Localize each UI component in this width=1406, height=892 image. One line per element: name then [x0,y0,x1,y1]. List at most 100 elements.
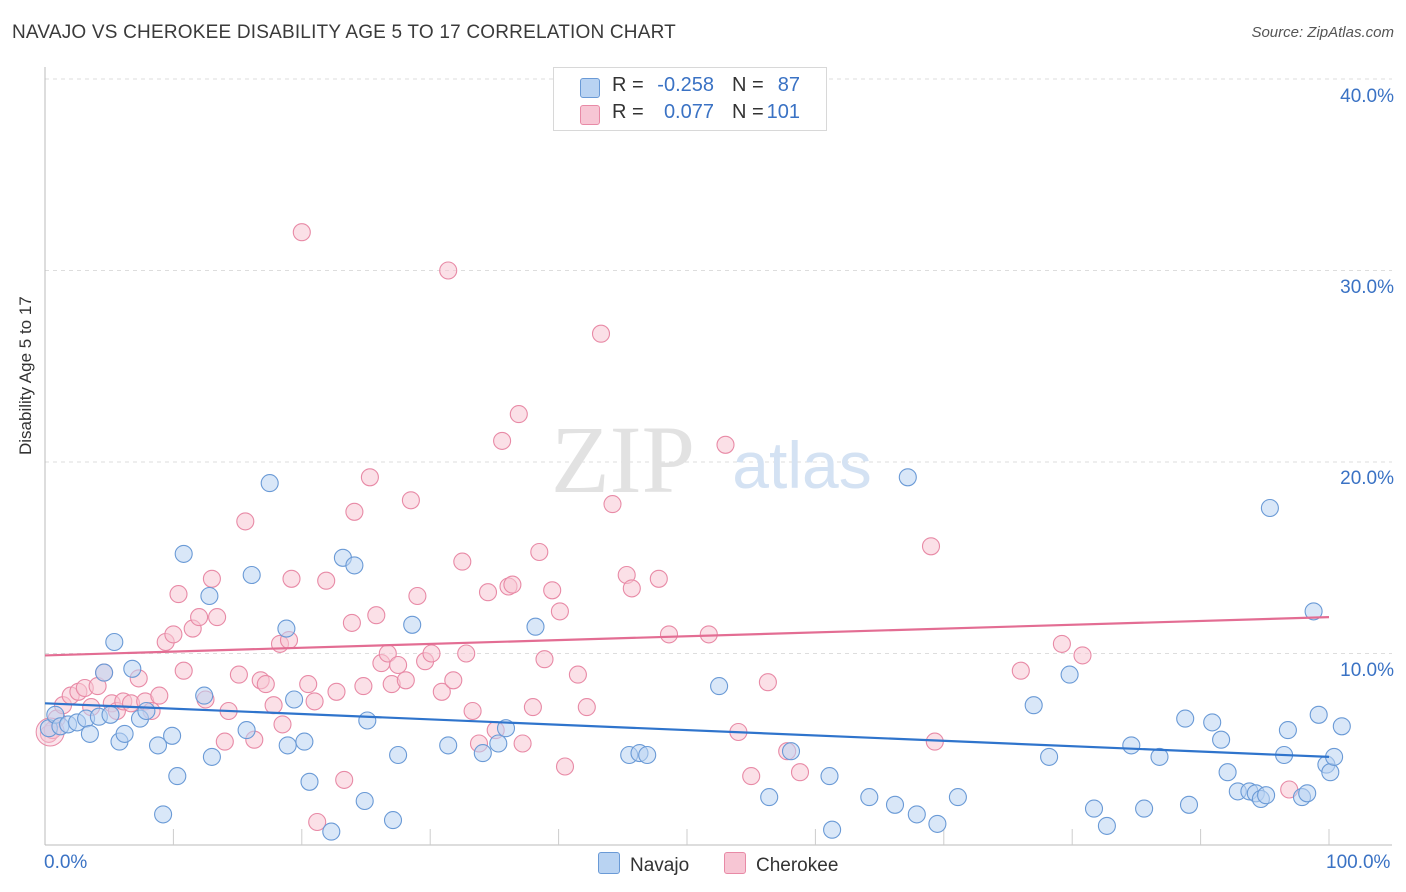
navajo-point [1024,696,1043,715]
navajo-point [389,745,408,765]
n-value: 87 [777,74,800,96]
watermark-atlas: atlas [732,428,871,502]
navajo-point [526,617,545,636]
cherokee-swatch [724,852,746,874]
navajo-point [295,732,314,751]
cherokee-point [215,732,234,751]
navajo-point [278,736,297,755]
navajo-point [174,544,193,563]
watermark-zip: ZIP [551,406,695,513]
n-label: N = [732,74,764,96]
cherokee-point [305,692,324,711]
cherokee-point [463,701,482,721]
cherokee-point [568,665,587,684]
navajo-points [39,468,1351,841]
watermark: ZIP atlas [551,406,872,513]
navajo-point [907,805,926,824]
cherokee-point [543,581,562,600]
cherokee-point [299,675,318,694]
cherokee-point [591,324,611,343]
cherokee-point [509,405,528,424]
r-value: 0.077 [663,101,714,123]
x-tick-label: 100.0% [1326,852,1391,873]
cherokee-point [535,650,554,669]
navajo-point [928,814,947,833]
navajo-point [1097,816,1116,835]
r-label: R = [612,74,644,96]
navajo-point [115,724,134,743]
navajo-point [885,795,905,814]
cherokee-point [790,763,810,782]
navajo-point [277,619,296,638]
navajo-point [1309,705,1328,724]
navajo-point [489,734,508,753]
cherokee-point [493,431,512,450]
navajo-point [820,767,839,786]
legend-row-navajo: R = -0.258 N = 87 [554,74,826,100]
cherokee-point [457,644,476,663]
cherokee-point [282,569,301,588]
cherokee-point [308,812,327,832]
cherokee-point [577,698,596,717]
cherokee-point [367,606,386,625]
cherokee-point [758,673,777,692]
cherokee-point [716,435,735,454]
legend-item-cherokee: Cherokee [724,852,838,877]
cherokee-point [327,682,346,701]
cherokee-swatch [580,105,600,125]
cherokee-point [354,677,373,696]
navajo-point [1084,799,1104,818]
navajo-point [105,632,124,652]
cherokee-point [444,671,463,690]
navajo-point [710,677,729,696]
cherokee-point [229,665,248,684]
cherokee-point [401,491,420,510]
cherokee-point [603,495,622,514]
cherokee-point [396,671,415,690]
navajo-point [237,721,256,740]
navajo-point [1304,602,1323,621]
y-tick-label: 40.0% [1340,86,1394,107]
r-value: -0.258 [657,74,714,96]
navajo-point [80,724,99,743]
cherokee-point [439,261,458,280]
cherokee-point [264,696,283,715]
navajo-point [1135,799,1154,818]
legend-label-cherokee: Cherokee [756,855,839,876]
cherokee-point [202,569,221,588]
chart-title: NAVAJO VS CHEROKEE DISABILITY AGE 5 TO 1… [12,22,676,43]
navajo-point [202,747,221,766]
cherokee-point [169,585,188,604]
navajo-point [1212,730,1231,749]
navajo-point [101,705,120,724]
navajo-point [137,701,156,721]
n-label: N = [732,101,764,123]
navajo-point [95,663,114,682]
cherokee-point [422,644,441,663]
cherokee-point [335,770,354,789]
navajo-point [1179,795,1199,814]
cherokee-point [432,682,451,701]
navajo-point [823,820,842,839]
navajo-point [1278,721,1297,740]
cherokee-point [1011,661,1030,680]
navajo-point [898,468,917,487]
navajo-point [148,736,168,755]
navajo-point [1260,498,1279,518]
cherokee-point [389,655,408,675]
cherokee-point [453,552,472,571]
cherokee-point [208,608,227,627]
navajo-point [1332,717,1351,736]
cherokee-point [345,502,364,521]
navajo-point [760,788,779,807]
y-tick-label: 30.0% [1340,277,1394,298]
cherokee-point [256,675,275,694]
cherokee-point [342,613,361,632]
navajo-point [195,686,214,705]
legend-row-cherokee: R = 0.077 N = 101 [554,101,826,127]
navajo-point [355,791,374,811]
cherokee-point [292,223,311,242]
navajo-point [1150,747,1169,766]
cherokee-points [35,223,1299,832]
